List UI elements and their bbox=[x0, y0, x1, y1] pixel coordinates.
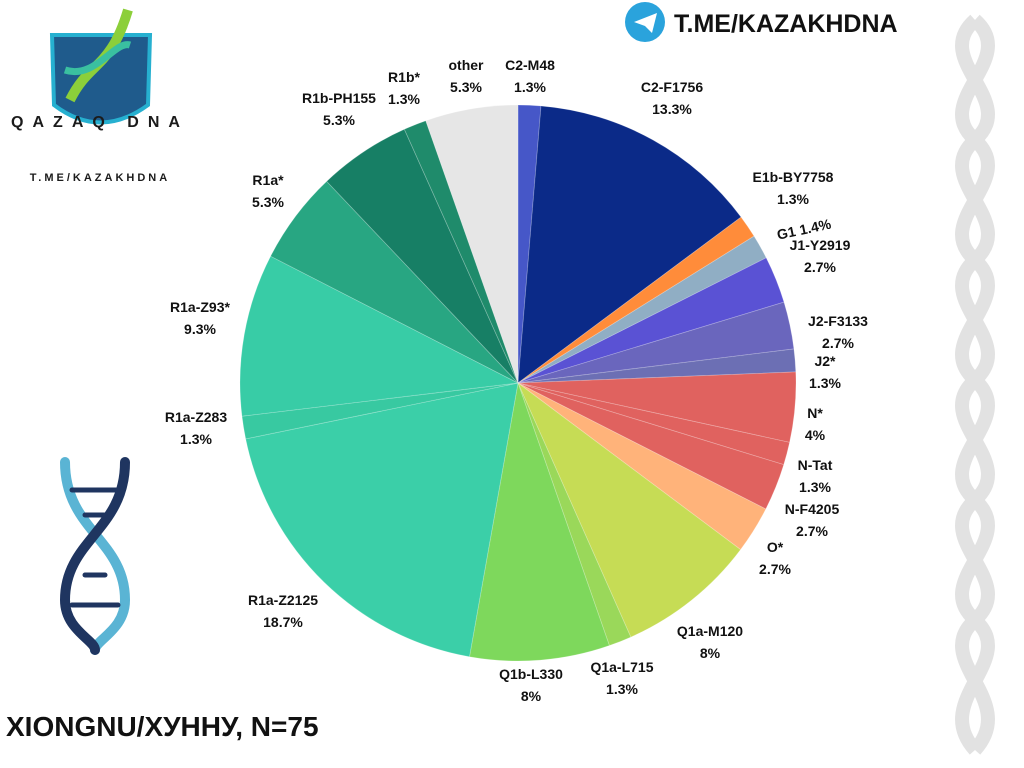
value-label: 1.3% bbox=[180, 431, 212, 447]
value-label: 4% bbox=[805, 427, 826, 443]
pie-slice bbox=[517, 382, 791, 466]
channel-link[interactable]: T.ME/KAZAKHDNA bbox=[674, 10, 898, 38]
category-label: other bbox=[449, 57, 485, 73]
value-label: 1.4% bbox=[798, 215, 833, 237]
value-label: 1.3% bbox=[514, 79, 546, 95]
value-label: 2.7% bbox=[796, 523, 828, 539]
pie-slice bbox=[239, 255, 520, 417]
category-label: R1a-Z283 bbox=[165, 409, 227, 425]
ornament bbox=[955, 14, 995, 755]
category-label: J2* bbox=[814, 353, 836, 369]
pie-slice bbox=[517, 104, 542, 384]
value-label: 9.3% bbox=[184, 321, 216, 337]
category-label: R1a-Z2125 bbox=[248, 592, 318, 608]
logo-text: QAZAQ DNA bbox=[11, 114, 189, 131]
value-label: 2.7% bbox=[822, 335, 854, 351]
pie-slice bbox=[517, 348, 797, 384]
category-label: O* bbox=[767, 539, 784, 555]
pie-slice bbox=[270, 180, 519, 384]
pie-slice bbox=[517, 382, 785, 510]
pie-slice bbox=[517, 257, 785, 384]
category-label: R1b-PH155 bbox=[302, 90, 376, 106]
value-label: 18.7% bbox=[263, 614, 303, 630]
dna-icon bbox=[59, 457, 131, 655]
value-label: 5.3% bbox=[323, 112, 355, 128]
category-label: Q1a-M120 bbox=[677, 623, 743, 639]
telegram-plane bbox=[634, 13, 657, 33]
pie-slice bbox=[517, 301, 795, 384]
value-label: 2.7% bbox=[804, 259, 836, 275]
pie-slice bbox=[517, 105, 742, 384]
pie-slice bbox=[517, 235, 767, 384]
chart-title: XIONGNU/ХУННУ, N=75 bbox=[6, 711, 319, 742]
value-label: 1.3% bbox=[799, 479, 831, 495]
category-label: N-F4205 bbox=[785, 501, 840, 517]
category-label: C2-M48 bbox=[505, 57, 555, 73]
pie-slice bbox=[425, 104, 519, 384]
pie-slice bbox=[326, 128, 519, 384]
value-label: 1.3% bbox=[809, 375, 841, 391]
value-label: 8% bbox=[700, 645, 721, 661]
value-label: 1.3% bbox=[388, 91, 420, 107]
pie-slice bbox=[517, 216, 755, 384]
value-label: 5.3% bbox=[450, 79, 482, 95]
category-label: C2-F1756 bbox=[641, 79, 703, 95]
pie-slice bbox=[241, 382, 519, 440]
pie-slice bbox=[517, 382, 632, 647]
category-label: E1b-BY7758 bbox=[753, 169, 834, 185]
category-label: N* bbox=[807, 405, 823, 421]
pie-slice bbox=[469, 381, 610, 662]
category-label: R1a-Z93* bbox=[170, 299, 230, 315]
logo-link: T.ME/KAZAKHDNA bbox=[30, 172, 170, 184]
category-label: J1-Y2919 bbox=[790, 237, 851, 253]
category-label: R1b* bbox=[388, 69, 420, 85]
logo bbox=[49, 8, 153, 125]
value-label: 1.3% bbox=[777, 191, 809, 207]
slice-label: G1 1.4% bbox=[775, 215, 832, 242]
category-label: G1 bbox=[775, 223, 797, 243]
pie-slice bbox=[403, 120, 519, 384]
category-label: J2-F3133 bbox=[808, 313, 868, 329]
pie-slice bbox=[517, 382, 767, 551]
value-label: 1.3% bbox=[606, 681, 638, 697]
pie-slice bbox=[245, 382, 519, 658]
value-label: 8% bbox=[521, 688, 542, 704]
value-label: 13.3% bbox=[652, 101, 692, 117]
category-label: Q1a-L715 bbox=[590, 659, 653, 675]
pie-slice bbox=[517, 381, 742, 638]
category-label: R1a* bbox=[252, 172, 284, 188]
pie-slice bbox=[517, 371, 797, 443]
category-label: N-Tat bbox=[798, 457, 833, 473]
value-label: 2.7% bbox=[759, 561, 791, 577]
category-label: Q1b-L330 bbox=[499, 666, 563, 682]
value-label: 5.3% bbox=[252, 194, 284, 210]
